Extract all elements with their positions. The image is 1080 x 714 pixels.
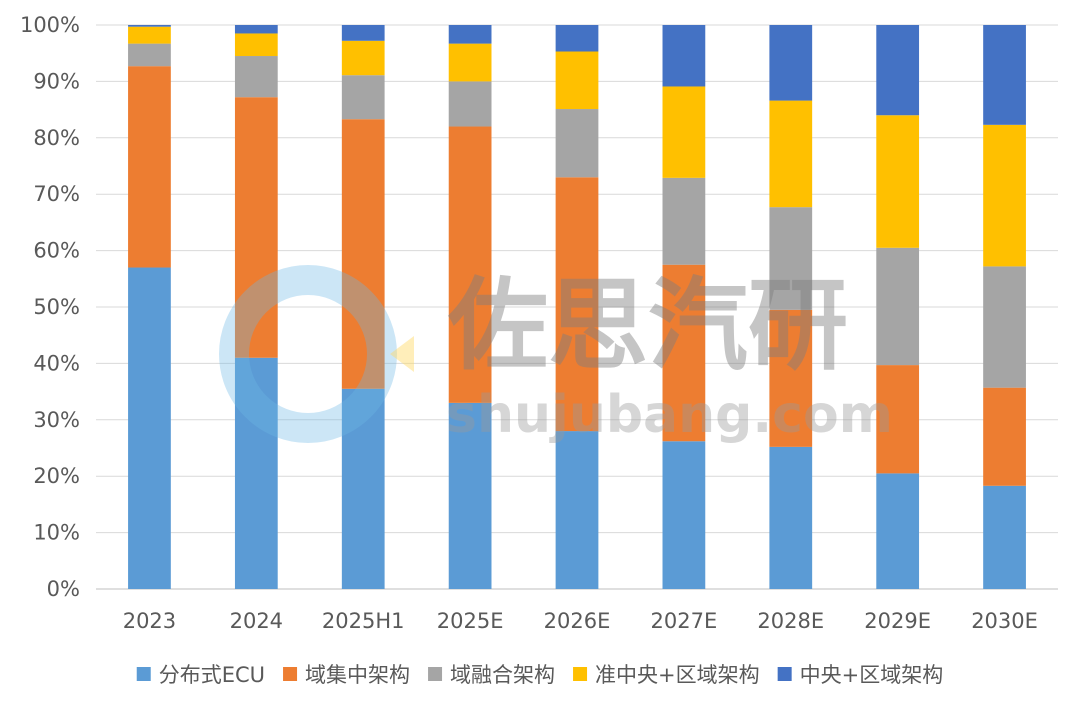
bar-segment (555, 25, 599, 52)
bar-segment (341, 40, 385, 76)
legend-swatch (573, 667, 588, 681)
bar-segment (128, 267, 171, 589)
bar-segment (448, 43, 492, 82)
legend-swatch (777, 667, 792, 681)
y-tick-label: 20% (33, 464, 80, 488)
x-tick-label: 2026E (544, 609, 611, 633)
bar-segment (448, 402, 492, 589)
legend: 分布式ECU 域集中架构 域融合架构 准中央+区域架构 中央+区域架构 (136, 663, 944, 687)
y-tick-label: 0% (47, 577, 80, 601)
bar-segment (555, 51, 599, 110)
bar-segment (128, 66, 171, 268)
bar-segment (662, 25, 706, 87)
legend-label: 域集中架构 (305, 663, 410, 687)
watermark-en-text: shujubang.com (446, 385, 893, 445)
bar-segment (341, 119, 385, 389)
bar-segment (769, 25, 813, 101)
bar-segment (234, 56, 278, 98)
bar-segment (876, 473, 920, 589)
legend-label: 中央+区域架构 (800, 663, 944, 687)
legend-label: 域融合架构 (450, 663, 555, 687)
y-tick-label: 50% (33, 295, 80, 319)
x-tick-label: 2028E (757, 609, 824, 633)
bar-segment (769, 100, 813, 208)
watermark-logo-ring (219, 265, 397, 443)
watermark-logo-arrow (390, 336, 414, 372)
x-tick-label: 2027E (651, 609, 718, 633)
legend-label: 分布式ECU (159, 663, 265, 687)
bar-segment (769, 309, 813, 447)
bar-segment (769, 207, 813, 310)
bar-segment (662, 441, 706, 589)
bar-segment (983, 266, 1026, 388)
bar-segment (876, 247, 920, 366)
y-tick-label: 10% (33, 521, 80, 545)
bar-segment (662, 264, 706, 442)
y-tick-label: 40% (33, 351, 80, 375)
bar-segment (448, 126, 492, 403)
bar-segment (341, 25, 385, 41)
bar-segment (234, 25, 278, 34)
bar-segment (876, 115, 920, 248)
x-tick-label: 2029E (864, 609, 931, 633)
watermark: 佐思汽研 shujubang.com (219, 265, 893, 445)
x-tick-label: 2024 (230, 609, 283, 633)
legend-swatch (283, 667, 298, 681)
legend-label: 准中央+区域架构 (595, 663, 760, 687)
bar-segment (128, 26, 171, 44)
bar-segment (876, 25, 920, 116)
y-tick-label: 60% (33, 239, 80, 263)
bar-segment (555, 177, 599, 432)
bar-segment (876, 365, 920, 474)
bar-segment (341, 75, 385, 120)
bar-segment (983, 485, 1026, 589)
x-tick-label: 2025E (437, 609, 504, 633)
y-tick-label: 100% (20, 13, 80, 37)
y-tick-label: 90% (33, 69, 80, 93)
bar-segment (769, 446, 813, 589)
bar-segment (234, 33, 278, 57)
bar-segment (555, 109, 599, 178)
bar-segment (662, 177, 706, 265)
x-tick-label: 2023 (123, 609, 176, 633)
y-tick-label: 80% (33, 126, 80, 150)
bar-segment (555, 431, 599, 589)
bar-segment (983, 387, 1026, 486)
watermark-cn-text: 佐思汽研 (447, 267, 848, 384)
bar-segment (983, 25, 1026, 125)
x-tick-label: 2025H1 (322, 609, 405, 633)
bar-segment (448, 25, 492, 44)
y-tick-label: 30% (33, 408, 80, 432)
axes: 0% 10% 20% 30% 40% 50% 60% 70% 80% 90% 100% 2023 202… (20, 13, 1038, 633)
legend-swatch (428, 667, 443, 681)
bar-segment (448, 81, 492, 127)
bar-segment (234, 357, 278, 589)
bar-segment (662, 86, 706, 178)
bar-segment (128, 43, 171, 67)
y-tick-label: 70% (33, 182, 80, 206)
bars (128, 25, 1026, 589)
bar-segment (983, 124, 1026, 267)
bar-segment (234, 97, 278, 358)
legend-swatch (136, 667, 151, 681)
x-tick-label: 2030E (971, 609, 1038, 633)
bar-segment (128, 25, 171, 27)
bar-segment (341, 388, 385, 589)
